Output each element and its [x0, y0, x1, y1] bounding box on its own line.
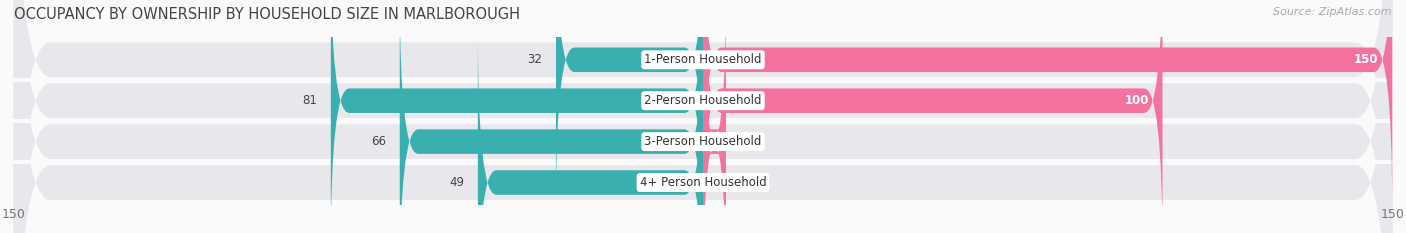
Text: OCCUPANCY BY OWNERSHIP BY HOUSEHOLD SIZE IN MARLBOROUGH: OCCUPANCY BY OWNERSHIP BY HOUSEHOLD SIZE… [14, 7, 520, 22]
Text: 100: 100 [1125, 94, 1149, 107]
FancyBboxPatch shape [399, 0, 703, 233]
Text: 0: 0 [717, 176, 724, 189]
Text: 66: 66 [371, 135, 387, 148]
FancyBboxPatch shape [14, 0, 1392, 233]
Text: 150: 150 [1354, 53, 1378, 66]
FancyBboxPatch shape [703, 0, 725, 233]
FancyBboxPatch shape [703, 0, 1392, 211]
FancyBboxPatch shape [478, 31, 703, 233]
Text: Source: ZipAtlas.com: Source: ZipAtlas.com [1274, 7, 1392, 17]
FancyBboxPatch shape [14, 0, 1392, 233]
Text: 49: 49 [449, 176, 464, 189]
FancyBboxPatch shape [703, 0, 1163, 233]
Text: 81: 81 [302, 94, 316, 107]
Text: 1-Person Household: 1-Person Household [644, 53, 762, 66]
FancyBboxPatch shape [555, 0, 703, 211]
FancyBboxPatch shape [14, 0, 1392, 233]
Text: 3-Person Household: 3-Person Household [644, 135, 762, 148]
FancyBboxPatch shape [14, 0, 1392, 233]
Text: 32: 32 [527, 53, 543, 66]
Text: 2-Person Household: 2-Person Household [644, 94, 762, 107]
FancyBboxPatch shape [330, 0, 703, 233]
Text: 5: 5 [740, 135, 747, 148]
Text: 4+ Person Household: 4+ Person Household [640, 176, 766, 189]
